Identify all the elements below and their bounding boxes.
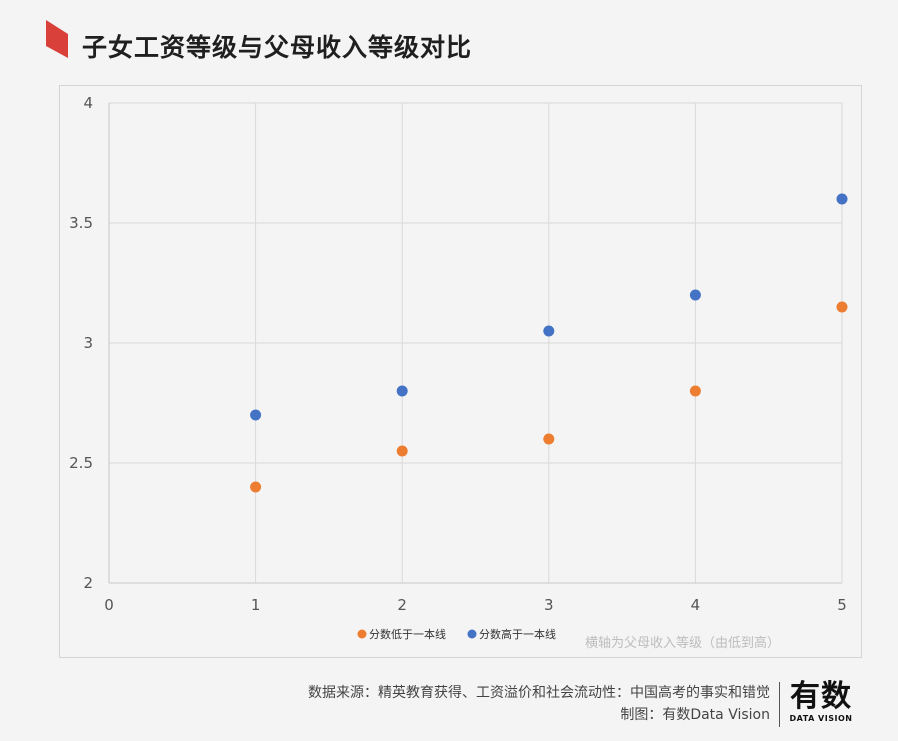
legend-label: 分数高于一本线 (479, 627, 556, 641)
legend-marker (467, 629, 477, 639)
logo-sub-text: DATA VISION (789, 714, 853, 723)
x-tick-label: 1 (251, 596, 261, 614)
credit-text: 制图：有数Data Vision (620, 707, 770, 723)
scatter-chart: 2 2.5 3 3.5 4 0 1 2 3 4 5 分数低于一本线 分数高于一本线 横轴为父母收入等级… (69, 94, 848, 651)
y-tick-label: 3 (83, 334, 93, 352)
data-source: 数据来源：精英教育获得、工资溢价和社会流动性：中国高考的事实和错觉 制图：有数D… (308, 682, 770, 726)
x-tick-label: 5 (837, 596, 847, 614)
chart-area: 2 2.5 3 3.5 4 0 1 2 3 4 5 分数低于一本线 分数高于一本线 横轴为父母收入等级… (59, 85, 862, 658)
x-tick-label: 0 (104, 596, 114, 614)
legend-marker (357, 629, 367, 639)
data-point (250, 481, 262, 493)
data-point (836, 193, 848, 205)
brand-logo: 有数 DATA VISION (786, 679, 856, 724)
data-point (543, 325, 555, 337)
y-tick-label: 4 (83, 94, 93, 112)
chart-data-points (250, 193, 848, 493)
data-point (396, 385, 408, 397)
x-tick-label: 2 (397, 596, 407, 614)
logo-main-text: 有数 (790, 679, 852, 714)
data-point (543, 433, 555, 445)
x-tick-label: 4 (691, 596, 701, 614)
x-axis-note: 横轴为父母收入等级（由低到高） (585, 635, 780, 651)
chart-legend: 分数低于一本线 分数高于一本线 (357, 627, 556, 641)
chart-axes (108, 103, 842, 584)
data-point (250, 409, 262, 421)
data-point (689, 385, 701, 397)
x-tick-label: 3 (544, 596, 554, 614)
y-tick-label: 2.5 (69, 454, 93, 472)
title-marker-icon (46, 20, 68, 58)
y-tick-label: 3.5 (69, 214, 93, 232)
page-title: 子女工资等级与父母收入等级对比 (82, 33, 473, 62)
footer-divider (779, 682, 780, 727)
chart-gridlines (109, 102, 843, 583)
legend-label: 分数低于一本线 (369, 627, 446, 641)
data-point (836, 301, 848, 313)
y-tick-label: 2 (83, 574, 93, 592)
chart-tick-labels: 2 2.5 3 3.5 4 0 1 2 3 4 5 (69, 94, 847, 614)
data-point (396, 445, 408, 457)
data-point (689, 289, 701, 301)
source-text: 数据来源：精英教育获得、工资溢价和社会流动性：中国高考的事实和错觉 (308, 685, 770, 701)
